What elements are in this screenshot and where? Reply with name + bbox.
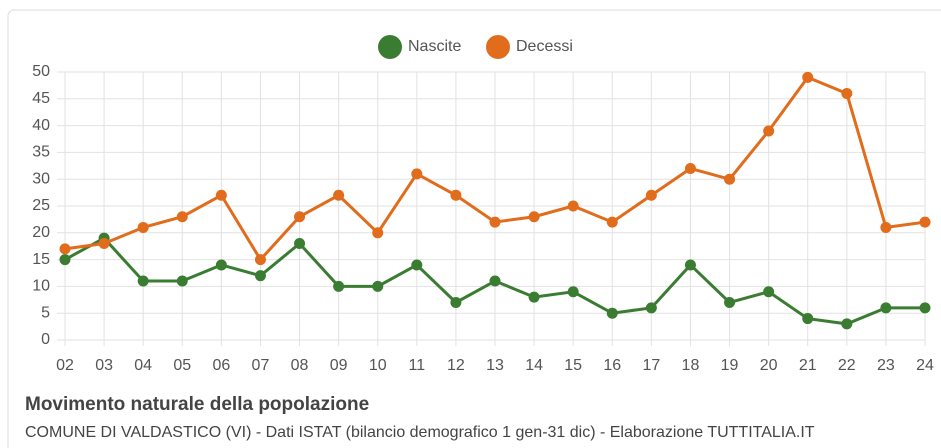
point	[59, 243, 71, 255]
point	[489, 216, 501, 228]
point	[333, 189, 345, 201]
y-tick-label: 45	[32, 90, 50, 107]
point	[919, 302, 931, 314]
x-tick-label: 21	[799, 357, 817, 374]
point	[724, 296, 736, 308]
x-tick-label: 06	[212, 357, 230, 374]
x-tick-label: 05	[173, 357, 191, 374]
y-tick-label: 30	[32, 170, 50, 187]
y-tick-label: 40	[32, 117, 50, 134]
point	[176, 211, 188, 223]
x-tick-label: 24	[916, 357, 934, 374]
x-tick-label: 12	[447, 357, 465, 374]
x-tick-label: 11	[409, 357, 426, 374]
y-tick-label: 10	[32, 278, 50, 295]
point	[567, 200, 579, 212]
x-tick-label: 13	[486, 357, 504, 374]
point	[763, 125, 775, 137]
point	[98, 238, 110, 250]
x-tick-label: 15	[564, 357, 582, 374]
legend-swatch	[378, 35, 402, 59]
legend-swatch	[486, 35, 510, 59]
point	[59, 254, 71, 266]
legend-label: Nascite	[408, 38, 461, 55]
point	[176, 275, 188, 287]
point	[294, 238, 306, 250]
y-tick-label: 50	[32, 63, 50, 80]
point	[254, 270, 266, 282]
x-tick-label: 02	[56, 357, 74, 374]
y-tick-label: 20	[32, 224, 50, 241]
x-tick-label: 08	[291, 357, 309, 374]
x-tick-label: 16	[603, 357, 621, 374]
x-tick-label: 10	[369, 357, 387, 374]
point	[802, 313, 814, 325]
point	[489, 275, 501, 287]
point	[137, 275, 149, 287]
point	[841, 318, 853, 330]
point	[411, 259, 423, 271]
point	[215, 259, 227, 271]
x-tick-label: 17	[642, 357, 660, 374]
x-tick-label: 19	[721, 357, 739, 374]
y-tick-label: 25	[32, 197, 50, 214]
legend-label: Decessi	[516, 38, 573, 55]
point	[880, 302, 892, 314]
x-tick-label: 09	[330, 357, 348, 374]
y-tick-label: 35	[32, 144, 50, 161]
point	[606, 216, 618, 228]
point	[137, 221, 149, 233]
x-tick-label: 07	[252, 357, 270, 374]
point	[215, 189, 227, 201]
point	[763, 286, 775, 298]
point	[724, 173, 736, 185]
point	[802, 71, 814, 83]
point	[645, 189, 657, 201]
point	[606, 307, 618, 319]
y-tick-label: 5	[41, 304, 50, 321]
point	[372, 227, 384, 239]
point	[684, 162, 696, 174]
point	[254, 254, 266, 266]
point	[333, 280, 345, 292]
card	[7, 9, 941, 448]
x-tick-label: 22	[838, 357, 856, 374]
point	[645, 302, 657, 314]
x-tick-label: 20	[760, 357, 778, 374]
point	[880, 221, 892, 233]
y-tick-label: 0	[41, 331, 50, 348]
x-tick-label: 18	[682, 357, 700, 374]
point	[294, 211, 306, 223]
point	[919, 216, 931, 228]
point	[450, 189, 462, 201]
x-tick-label: 14	[525, 357, 543, 374]
y-tick-label: 15	[32, 251, 50, 268]
point	[450, 296, 462, 308]
point	[528, 291, 540, 303]
x-tick-label: 23	[877, 357, 895, 374]
x-tick-label: 04	[134, 357, 152, 374]
point	[411, 168, 423, 180]
chart-title: Movimento naturale della popolazione	[25, 394, 369, 415]
point	[528, 211, 540, 223]
chart-subtitle: COMUNE DI VALDASTICO (VI) - Dati ISTAT (…	[25, 424, 815, 441]
x-tick-label: 03	[95, 357, 113, 374]
point	[372, 280, 384, 292]
point	[684, 259, 696, 271]
point	[567, 286, 579, 298]
point	[841, 87, 853, 99]
